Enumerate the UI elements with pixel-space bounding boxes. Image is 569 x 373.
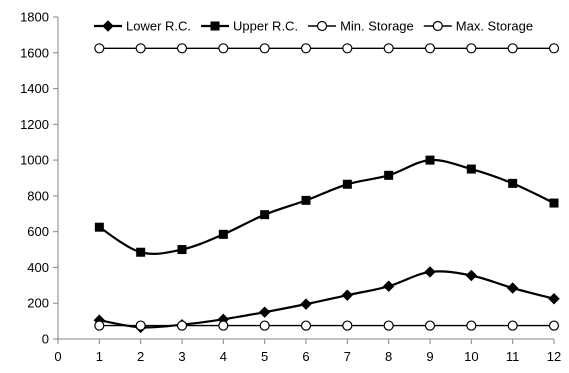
legend-marker <box>316 20 328 32</box>
data-point <box>218 229 228 239</box>
x-tick-label: 7 <box>344 349 351 364</box>
y-tick-label: 1600 <box>20 45 49 60</box>
x-tick-label: 4 <box>220 349 227 364</box>
legend-label: Lower R.C. <box>126 19 191 34</box>
legend-label: Min. Storage <box>340 19 414 34</box>
y-tick-label: 1400 <box>20 81 49 96</box>
y-tick-label: 600 <box>27 224 49 239</box>
y-tick-label: 200 <box>27 296 49 311</box>
legend-label: Max. Storage <box>456 19 533 34</box>
data-point <box>342 179 352 189</box>
data-point <box>260 210 270 220</box>
data-point <box>548 320 560 331</box>
y-tick-label: 0 <box>42 332 49 347</box>
data-point <box>383 43 394 54</box>
series-lower-r-c <box>93 266 560 334</box>
data-point <box>258 306 271 318</box>
data-point <box>301 195 311 205</box>
data-point <box>176 320 188 331</box>
data-point <box>507 43 518 54</box>
legend: Lower R.C. Upper R.C. Min. Storage Max. Sto… <box>94 19 533 34</box>
data-point <box>384 170 394 180</box>
plot-area <box>93 43 560 334</box>
series-line <box>98 158 555 255</box>
data-point <box>300 320 312 331</box>
legend-marker <box>210 21 220 31</box>
data-point <box>382 280 395 292</box>
data-point <box>177 245 187 255</box>
data-point <box>218 320 229 331</box>
x-tick-label: 1 <box>96 349 103 364</box>
y-tick-label: 400 <box>27 260 49 275</box>
x-tick-label: 8 <box>385 349 392 364</box>
series-upper-r-c <box>94 155 559 257</box>
data-point <box>506 282 519 294</box>
legend-label: Upper R.C. <box>233 19 298 34</box>
data-point <box>135 320 146 331</box>
data-point <box>300 298 312 310</box>
legend-marker <box>432 20 443 32</box>
data-point <box>507 320 518 331</box>
series-line <box>99 270 555 329</box>
series-max-storage <box>94 43 560 54</box>
x-tick-label: 5 <box>261 349 268 364</box>
data-point <box>94 222 104 232</box>
legend-item: Min. Storage <box>308 19 414 34</box>
data-point <box>424 43 436 54</box>
data-point <box>424 320 436 331</box>
data-point <box>465 269 478 282</box>
x-tick-label: 9 <box>426 349 433 364</box>
series-min-storage <box>94 320 560 331</box>
y-tick-label: 1200 <box>20 117 49 132</box>
data-point <box>383 320 394 331</box>
data-point <box>549 198 559 208</box>
data-point <box>136 247 146 257</box>
x-tick-label: 0 <box>54 349 61 364</box>
legend-item: Upper R.C. <box>201 19 298 34</box>
data-point <box>94 43 105 54</box>
data-point <box>508 178 518 188</box>
x-tick-label: 11 <box>506 349 520 364</box>
x-tick-label: 3 <box>178 349 185 364</box>
data-point <box>176 43 188 54</box>
data-point <box>425 155 435 165</box>
x-tick-label: 12 <box>547 349 561 364</box>
y-tick-label: 800 <box>27 188 49 203</box>
data-point <box>94 320 105 331</box>
data-point <box>424 266 436 278</box>
data-point <box>341 289 354 301</box>
y-tick-label: 1000 <box>20 153 49 168</box>
data-point <box>342 43 353 54</box>
data-point <box>259 43 270 54</box>
data-point <box>466 43 477 54</box>
legend-marker <box>102 20 114 32</box>
data-point <box>548 43 560 54</box>
data-point <box>548 293 560 305</box>
x-tick-label: 10 <box>464 349 478 364</box>
x-tick-label: 6 <box>302 349 309 364</box>
data-point <box>466 320 477 331</box>
data-point <box>342 320 353 331</box>
data-point <box>135 43 146 54</box>
y-tick-label: 1800 <box>20 10 49 25</box>
x-tick-label: 2 <box>137 349 144 364</box>
legend-item: Max. Storage <box>423 19 533 34</box>
data-point <box>259 320 270 331</box>
legend-item: Lower R.C. <box>94 19 191 34</box>
data-point <box>466 164 476 174</box>
data-point <box>300 43 312 54</box>
data-point <box>218 43 229 54</box>
